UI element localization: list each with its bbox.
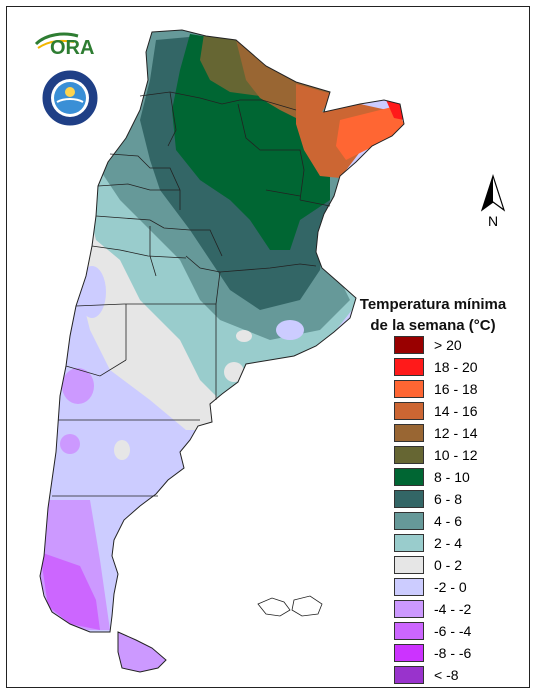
ora-logo: ORA	[34, 32, 94, 59]
legend-title: Temperatura mínima de la semana (°C)	[340, 294, 526, 336]
legend-swatch	[394, 468, 424, 486]
legend-swatch	[394, 336, 424, 354]
legend-label: -6 - -4	[434, 623, 472, 639]
legend-label: 18 - 20	[434, 359, 478, 375]
legend-swatch	[394, 512, 424, 530]
legend-label: 6 - 8	[434, 491, 463, 507]
legend-label: 8 - 10	[434, 469, 470, 485]
ora-wordmark: ORA	[50, 37, 94, 59]
legend-swatch	[394, 490, 424, 508]
legend-title-line1: Temperatura mínima	[359, 296, 507, 313]
legend-label: -4 - -2	[434, 601, 472, 617]
legend-label: -8 - -6	[434, 645, 472, 661]
legend-label: 12 - 14	[434, 425, 478, 441]
legend-swatch	[394, 600, 424, 618]
north-arrow: N	[480, 174, 506, 229]
legend-swatch	[394, 380, 424, 398]
legend-swatch	[394, 446, 424, 464]
legend-label: -2 - 0	[434, 579, 467, 595]
legend-label: 16 - 18	[434, 381, 478, 397]
legend-title-line2: de la semana (°C)	[370, 317, 496, 334]
legend-swatch	[394, 402, 424, 420]
legend-swatch	[394, 556, 424, 574]
legend-swatch	[394, 644, 424, 662]
legend-swatch	[394, 534, 424, 552]
smn-logo	[41, 69, 99, 127]
legend-label: 10 - 12	[434, 447, 478, 463]
legend-swatch	[394, 622, 424, 640]
legend-label: 4 - 6	[434, 513, 463, 529]
legend-label: 14 - 16	[434, 403, 478, 419]
legend-swatch	[394, 578, 424, 596]
legend-label: 0 - 2	[434, 557, 463, 573]
legend-swatch	[394, 666, 424, 684]
legend-swatch	[394, 358, 424, 376]
legend-label: 2 - 4	[434, 535, 463, 551]
malvinas-islands	[257, 595, 323, 617]
legend-swatch	[394, 424, 424, 442]
north-label: N	[488, 213, 498, 229]
legend-label: > 20	[434, 337, 462, 353]
legend-label: < -8	[434, 667, 459, 683]
